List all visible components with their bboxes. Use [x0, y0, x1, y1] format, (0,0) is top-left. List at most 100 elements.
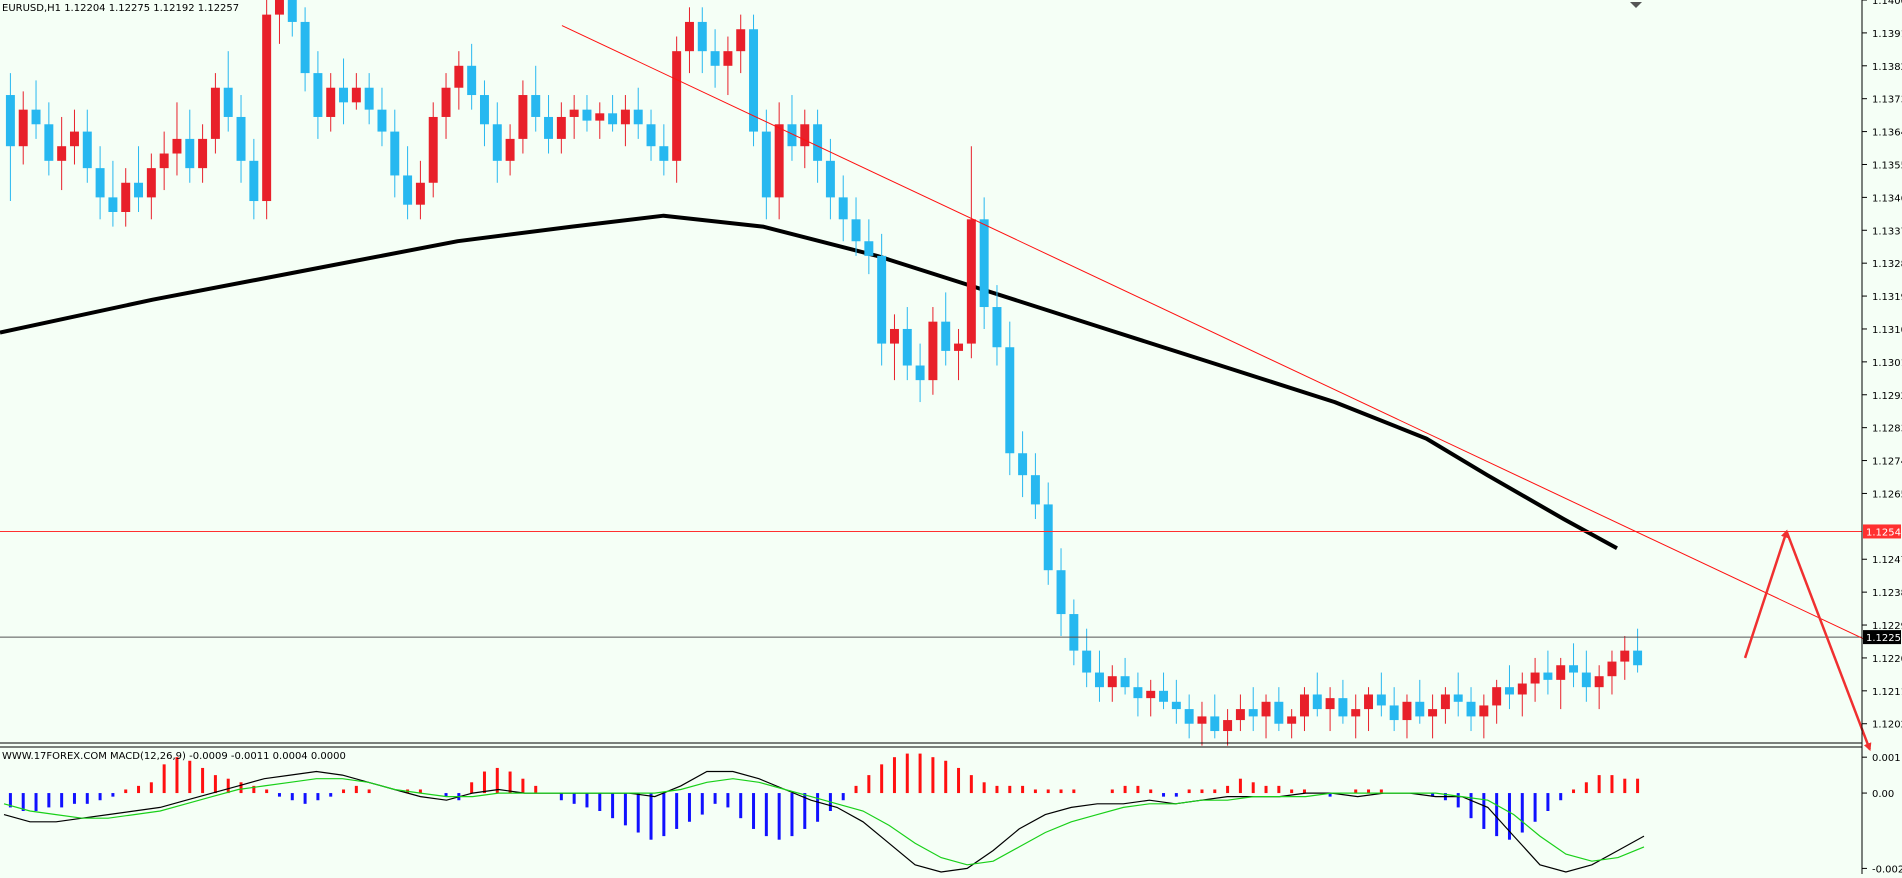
candle-body: [210, 87, 220, 139]
macd-tick-label: -0.0021: [1872, 864, 1902, 874]
candle-body: [1530, 672, 1540, 684]
candle-body: [1223, 720, 1233, 732]
candle-body: [1569, 665, 1579, 673]
candle-body: [69, 131, 79, 147]
candle-body: [1069, 614, 1079, 651]
candle-body: [108, 197, 118, 212]
candle-body: [736, 29, 746, 52]
candle-body: [838, 197, 848, 220]
candle-body: [813, 124, 823, 161]
price-tick-label: 1.12200: [1872, 654, 1902, 665]
macd-layer: [3, 753, 1645, 873]
candle-body: [300, 21, 310, 74]
candle-body: [390, 131, 400, 176]
candle-body: [1517, 683, 1527, 695]
candle-body: [1376, 694, 1386, 706]
candle-body: [992, 307, 1002, 348]
candle-body: [1620, 650, 1630, 662]
candle-body: [1235, 709, 1245, 721]
candle-body: [1018, 453, 1028, 476]
candle-body: [236, 116, 246, 161]
price-tick-label: 1.12380: [1872, 588, 1902, 599]
level-price-label: 1.12546: [1866, 527, 1902, 538]
price-tick-label: 1.12740: [1872, 457, 1902, 468]
lines-layer: [0, 25, 1874, 752]
price-tick-label: 1.12650: [1872, 489, 1902, 500]
candle-body: [1133, 687, 1143, 699]
candle-body: [1607, 661, 1617, 677]
candle-body: [1466, 701, 1476, 717]
candle-body: [1120, 676, 1130, 688]
candle-body: [749, 29, 759, 132]
candle-body: [5, 95, 15, 147]
price-tick-label: 1.14000: [1872, 0, 1902, 7]
close-price-label: 1.12257: [1866, 633, 1902, 644]
candle-body: [415, 182, 425, 205]
candle-body: [608, 113, 618, 125]
candle-body: [633, 109, 643, 125]
candle-body: [492, 124, 502, 161]
projection-arrow: [1743, 529, 1789, 659]
chart-shift-marker[interactable]: [1630, 2, 1642, 8]
candle-body: [1338, 698, 1348, 717]
price-tick-label: 1.13640: [1872, 128, 1902, 139]
candle-body: [954, 343, 964, 351]
price-tick-label: 1.13730: [1872, 95, 1902, 106]
candle-body: [1005, 347, 1015, 454]
candle-body: [1287, 716, 1297, 724]
candle-body: [172, 138, 182, 154]
candle-body: [274, 0, 284, 15]
candle-body: [1556, 665, 1566, 680]
candle-body: [262, 14, 272, 202]
candle-body: [582, 109, 592, 121]
candle-body: [1364, 694, 1374, 710]
candle-body: [928, 321, 938, 381]
candle-body: [1402, 701, 1412, 721]
macd-tick-label: 0.00: [1872, 789, 1894, 800]
candle-body: [659, 146, 669, 161]
candle-body: [223, 87, 233, 117]
candle-body: [134, 182, 144, 198]
candle-body: [1056, 570, 1066, 615]
candle-body: [1299, 694, 1309, 717]
candle-body: [403, 175, 413, 205]
candle-body: [1479, 705, 1489, 717]
candle-body: [339, 87, 349, 103]
price-tick-label: 1.12110: [1872, 687, 1902, 698]
candle-body: [531, 95, 541, 117]
candle-body: [1094, 672, 1104, 688]
candle-body: [185, 138, 195, 169]
candle-body: [249, 160, 259, 202]
candle-body: [902, 328, 912, 366]
candle-body: [1030, 475, 1040, 505]
candle-body: [1504, 687, 1514, 695]
candle-body: [1107, 676, 1117, 688]
close-price-label-bg: [1863, 630, 1901, 645]
price-tick-label: 1.13100: [1872, 325, 1902, 336]
candle-body: [864, 241, 874, 256]
price-tick-label: 1.13550: [1872, 160, 1902, 171]
candle-body: [31, 109, 41, 125]
candle-body: [595, 113, 605, 121]
candle-body: [1594, 676, 1604, 688]
candle-body: [313, 73, 323, 117]
price-tick-label: 1.13370: [1872, 226, 1902, 237]
price-tick-label: 1.13280: [1872, 259, 1902, 270]
candle-body: [82, 131, 92, 169]
candle-body: [889, 328, 899, 344]
candle-body: [787, 124, 797, 147]
candle-body: [710, 51, 720, 66]
candle-body: [454, 65, 464, 88]
price-tick-label: 1.13460: [1872, 193, 1902, 204]
candle-body: [1261, 701, 1271, 717]
candle-body: [1428, 709, 1438, 717]
candle-body: [620, 109, 630, 125]
candle-body: [1453, 694, 1463, 702]
candle-body: [851, 219, 861, 242]
candle-body: [979, 219, 989, 308]
candle-body: [1389, 705, 1399, 721]
price-tick-label: 1.13010: [1872, 358, 1902, 369]
candle-body: [915, 365, 925, 381]
